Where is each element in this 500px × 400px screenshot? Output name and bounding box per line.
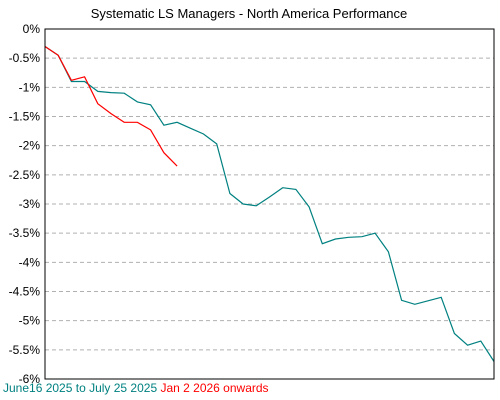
series-line-1	[44, 46, 495, 362]
y-tick-label: 0%	[23, 22, 41, 36]
series-line-2	[44, 46, 178, 167]
y-tick-label: -4%	[19, 255, 41, 269]
legend-entry-1: June16 2025 to July 25 2025	[3, 381, 157, 395]
y-tick-label: -4.5%	[9, 285, 41, 299]
y-axis-ticks: 0% -0.5% -1% -1.5% -2% -2.5% -3% -3.5% -4% -4.5% -…	[9, 22, 41, 386]
plot-frame	[44, 28, 495, 380]
y-tick-label: -3%	[19, 197, 41, 211]
chart-title: Systematic LS Managers - North America P…	[91, 6, 407, 21]
y-tick-label: -0.5%	[9, 51, 41, 65]
y-tick-label: -2%	[19, 139, 41, 153]
series-layer	[44, 46, 495, 362]
legend-entry-2: Jan 2 2026 onwards	[157, 381, 268, 395]
y-tick-label: -2.5%	[9, 168, 41, 182]
y-tick-label: -3.5%	[9, 226, 41, 240]
y-tick-label: -1%	[19, 80, 41, 94]
y-tick-label: -5%	[19, 314, 41, 328]
grid-lines	[45, 57, 494, 351]
y-tick-label: -6%	[19, 372, 41, 386]
y-tick-label: -1.5%	[9, 110, 41, 124]
y-tick-label: -5.5%	[9, 343, 41, 357]
legend: June16 2025 to July 25 2025 Jan 2 2026 o…	[3, 381, 269, 395]
